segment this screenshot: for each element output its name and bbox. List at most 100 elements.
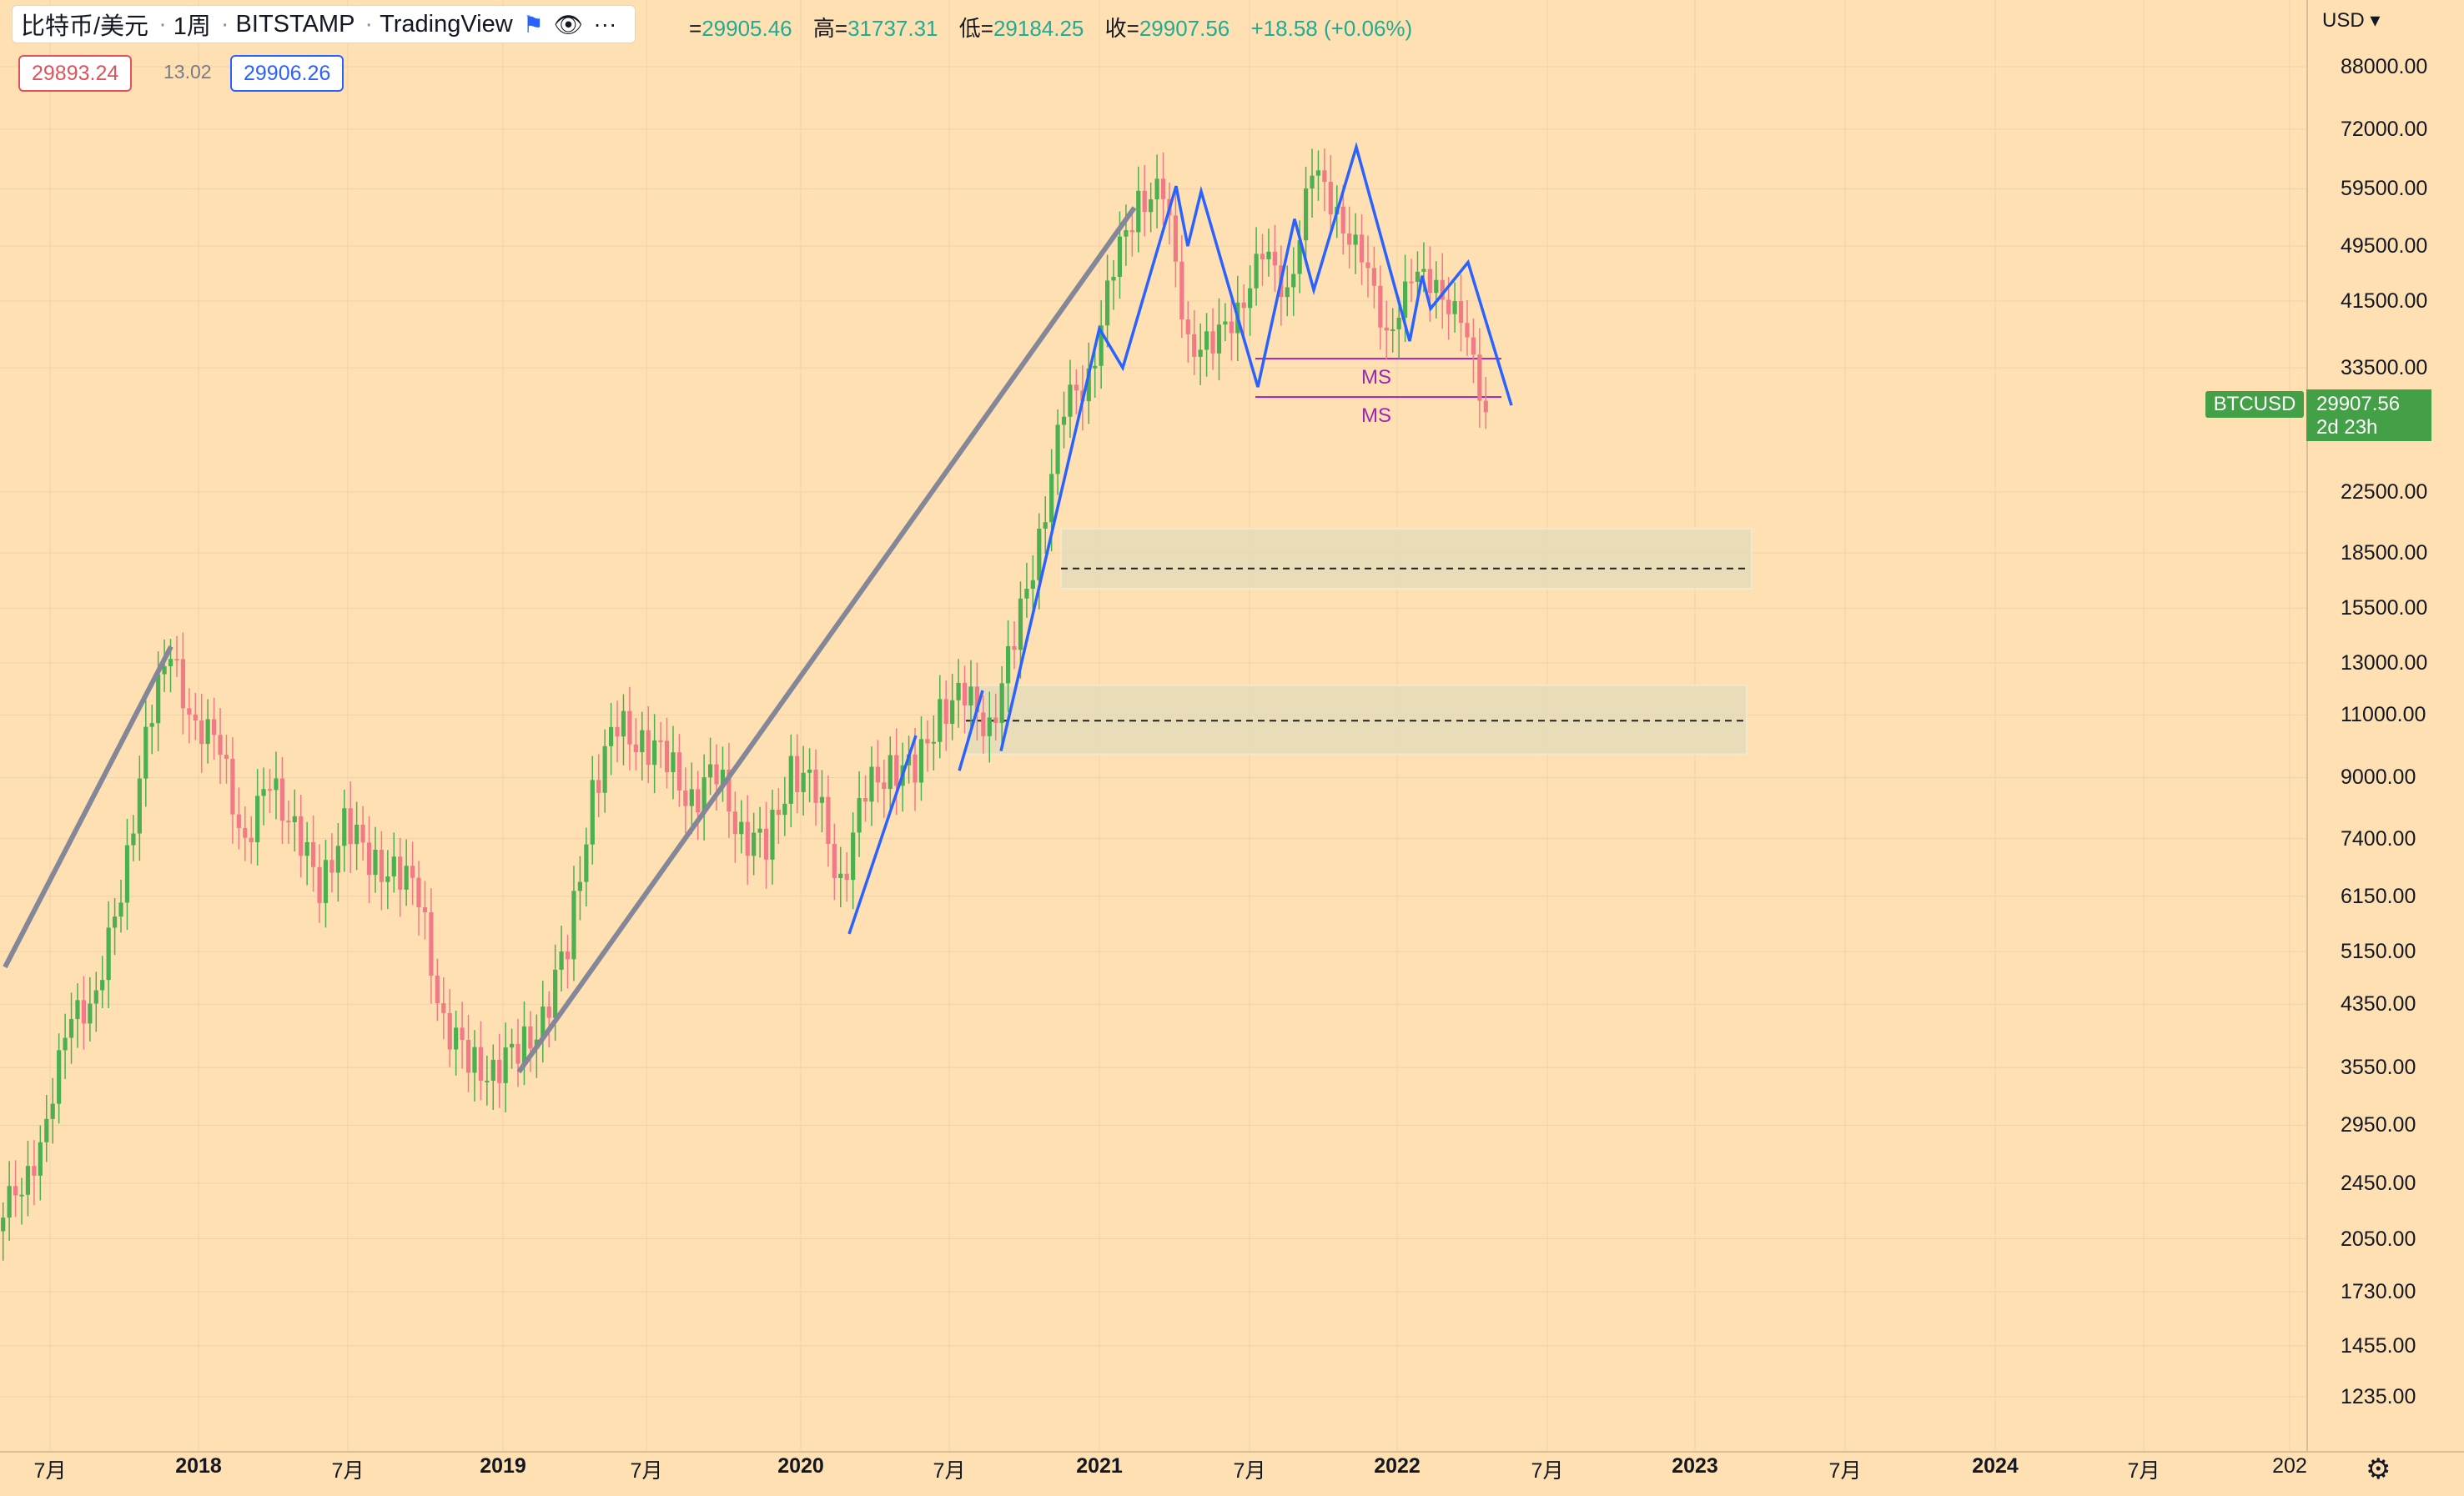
price-axis[interactable]: 88000.00 72000.00 59500.00 49500.00 41500.00… bbox=[2306, 0, 2464, 1451]
candle-body bbox=[875, 766, 881, 783]
candle-body bbox=[1471, 337, 1476, 355]
separator-dot: · bbox=[158, 10, 167, 38]
candle-body bbox=[274, 778, 279, 791]
price-axis-label: 11000.00 bbox=[2341, 703, 2426, 727]
more-icon[interactable]: ··· bbox=[593, 11, 617, 37]
candle-body bbox=[999, 683, 1004, 724]
price-chart[interactable]: MS MS bbox=[0, 0, 2306, 1451]
candle-body bbox=[1322, 170, 1327, 183]
candle-body bbox=[7, 1186, 12, 1218]
candle-body bbox=[851, 832, 856, 881]
candle-body bbox=[75, 1000, 80, 1020]
candle-body bbox=[391, 856, 396, 877]
candle-body bbox=[763, 828, 769, 860]
candle-body bbox=[1093, 365, 1098, 369]
candle-body bbox=[255, 796, 260, 843]
interval-label[interactable]: 1周 bbox=[173, 13, 211, 40]
candle-body bbox=[1117, 236, 1123, 277]
candle-body bbox=[38, 1142, 43, 1176]
time-axis-label: 7月 bbox=[33, 1459, 67, 1483]
candle-body bbox=[329, 860, 334, 873]
candle-body bbox=[1440, 279, 1445, 300]
candle-body bbox=[888, 755, 893, 789]
candle-body bbox=[1384, 327, 1389, 331]
candle-body bbox=[410, 866, 415, 878]
candle-body bbox=[490, 1059, 495, 1081]
candle-body bbox=[143, 726, 148, 779]
candle-body bbox=[199, 720, 204, 745]
symbol-header[interactable]: 比特币/美元 · 1周 · BITSTAMP · TradingView ⚑ 👁… bbox=[12, 5, 636, 43]
candle-body bbox=[187, 708, 192, 715]
candle-body bbox=[1055, 424, 1060, 474]
candle-body bbox=[1124, 230, 1129, 237]
candle-body bbox=[44, 1118, 49, 1142]
open-value: 29905.46 bbox=[701, 16, 792, 41]
flag-icon[interactable]: ⚑ bbox=[522, 11, 544, 38]
time-axis-label: 7月 bbox=[630, 1459, 663, 1483]
candle-body bbox=[379, 850, 385, 882]
currency-label[interactable]: USD bbox=[2322, 9, 2365, 32]
currency-selector[interactable]: USD ▾ bbox=[2322, 8, 2380, 33]
candle-body bbox=[844, 873, 849, 881]
gear-icon[interactable]: ⚙ bbox=[2366, 1453, 2391, 1485]
time-axis-label: 2018 bbox=[175, 1454, 222, 1478]
ask-price[interactable]: 29906.26 bbox=[230, 55, 344, 92]
eye-icon[interactable]: 👁 bbox=[553, 11, 584, 38]
price-axis-label: 2050.00 bbox=[2341, 1227, 2416, 1251]
candle-body bbox=[205, 719, 210, 745]
price-axis-label: 18500.00 bbox=[2341, 541, 2428, 565]
candle-body bbox=[106, 927, 111, 981]
candle-body bbox=[286, 821, 291, 823]
price-axis-label: 3550.00 bbox=[2341, 1056, 2416, 1080]
candle-body bbox=[683, 790, 688, 806]
ohlc-readout: =29905.46 高=31737.31 低=29184.25 收=29907.… bbox=[689, 12, 1427, 43]
candle-body bbox=[807, 769, 812, 773]
spread-value: 13.02 bbox=[163, 61, 212, 83]
candle-body bbox=[732, 811, 737, 835]
price-axis-label: 6150.00 bbox=[2341, 884, 2416, 908]
separator-dot: · bbox=[220, 10, 229, 38]
candle-body bbox=[1018, 598, 1023, 650]
bar-countdown: 2d 23h bbox=[2316, 416, 2378, 439]
candle-body bbox=[335, 846, 340, 873]
candle-body bbox=[1254, 254, 1259, 289]
candle-body bbox=[577, 881, 583, 891]
candle-body bbox=[1099, 325, 1104, 366]
candle-body bbox=[1421, 269, 1426, 272]
candle-body bbox=[1483, 400, 1488, 413]
candle-body bbox=[565, 951, 571, 960]
candle-body bbox=[1086, 368, 1091, 402]
candle-body bbox=[81, 1000, 87, 1024]
candle-body bbox=[174, 659, 179, 661]
last-price-tag: 29907.56 2d 23h bbox=[2306, 389, 2431, 441]
candle-body bbox=[1434, 279, 1439, 294]
candle-body bbox=[503, 1047, 508, 1083]
candle-body bbox=[366, 842, 372, 876]
candle-body bbox=[795, 756, 800, 792]
zigzag-line-1 bbox=[847, 735, 918, 935]
chart-area[interactable]: MS MS bbox=[0, 0, 2306, 1451]
candle-body bbox=[658, 740, 663, 742]
zigzag-line-2 bbox=[958, 690, 984, 771]
bid-price[interactable]: 29893.24 bbox=[18, 55, 133, 92]
time-axis[interactable] bbox=[0, 1451, 2464, 1496]
candle-body bbox=[707, 764, 713, 778]
candle-body bbox=[32, 1166, 37, 1176]
candle-body bbox=[13, 1186, 18, 1196]
candle-body bbox=[1149, 199, 1154, 213]
candle-body bbox=[1396, 317, 1401, 329]
price-axis-label: 59500.00 bbox=[2341, 177, 2428, 201]
candle-body bbox=[267, 789, 273, 791]
candle-body bbox=[627, 710, 632, 745]
price-axis-label: 4350.00 bbox=[2341, 992, 2416, 1017]
candle-body bbox=[602, 745, 607, 793]
candle-body bbox=[857, 798, 862, 833]
candle-body bbox=[962, 682, 968, 705]
candle-body bbox=[633, 744, 638, 753]
price-axis-label: 1730.00 bbox=[2341, 1279, 2416, 1303]
candle-body bbox=[1297, 240, 1302, 274]
price-axis-label: 5150.00 bbox=[2341, 940, 2416, 964]
candle-body bbox=[584, 844, 589, 882]
candle-body bbox=[230, 758, 235, 815]
symbol-name[interactable]: 比特币/美元 bbox=[21, 13, 149, 40]
